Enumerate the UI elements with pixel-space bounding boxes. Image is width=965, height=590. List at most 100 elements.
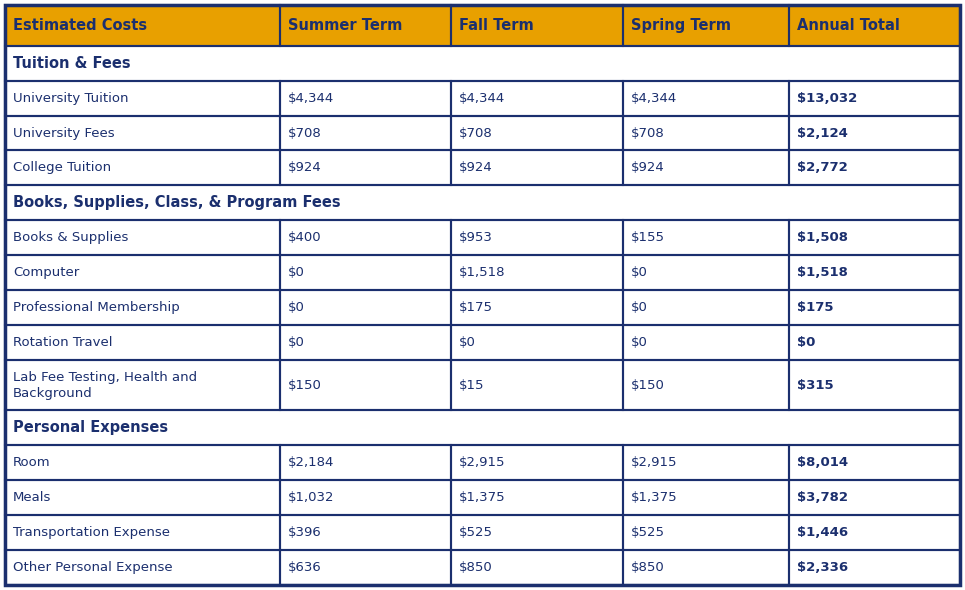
Bar bbox=[788, 515, 960, 550]
Bar bbox=[452, 325, 622, 360]
Bar bbox=[5, 220, 280, 255]
Bar bbox=[5, 480, 280, 515]
Text: $2,772: $2,772 bbox=[797, 162, 847, 175]
Bar bbox=[788, 480, 960, 515]
Text: $1,446: $1,446 bbox=[797, 526, 848, 539]
Bar bbox=[5, 185, 960, 220]
Bar bbox=[5, 255, 280, 290]
Text: Summer Term: Summer Term bbox=[289, 18, 402, 33]
Text: $400: $400 bbox=[289, 231, 321, 244]
Bar bbox=[280, 150, 452, 185]
Bar bbox=[5, 5, 280, 46]
Bar bbox=[452, 116, 622, 150]
Bar bbox=[788, 445, 960, 480]
Bar bbox=[5, 116, 280, 150]
Bar bbox=[622, 81, 788, 116]
Bar bbox=[5, 360, 280, 411]
Bar bbox=[788, 220, 960, 255]
Bar bbox=[5, 46, 960, 81]
Text: Spring Term: Spring Term bbox=[631, 18, 731, 33]
Bar bbox=[280, 445, 452, 480]
Bar bbox=[788, 360, 960, 411]
Text: $525: $525 bbox=[631, 526, 665, 539]
Bar bbox=[622, 325, 788, 360]
Bar bbox=[622, 255, 788, 290]
Bar bbox=[5, 46, 960, 81]
Bar bbox=[280, 220, 452, 255]
Bar bbox=[788, 445, 960, 480]
Text: $0: $0 bbox=[289, 301, 305, 314]
Text: $396: $396 bbox=[289, 526, 322, 539]
Text: $636: $636 bbox=[289, 561, 322, 574]
Text: $315: $315 bbox=[797, 379, 834, 392]
Bar bbox=[452, 290, 622, 325]
Bar bbox=[788, 290, 960, 325]
Text: $1,375: $1,375 bbox=[631, 491, 677, 504]
Bar bbox=[622, 81, 788, 116]
Text: $0: $0 bbox=[797, 336, 815, 349]
Bar bbox=[280, 81, 452, 116]
Bar bbox=[452, 480, 622, 515]
Bar bbox=[788, 515, 960, 550]
Bar bbox=[452, 220, 622, 255]
Bar bbox=[280, 255, 452, 290]
Bar bbox=[452, 5, 622, 46]
Bar bbox=[622, 220, 788, 255]
Text: $1,518: $1,518 bbox=[797, 266, 847, 279]
Bar bbox=[622, 360, 788, 411]
Bar bbox=[5, 480, 280, 515]
Text: Professional Membership: Professional Membership bbox=[13, 301, 179, 314]
Bar bbox=[788, 480, 960, 515]
Text: $2,336: $2,336 bbox=[797, 561, 848, 574]
Bar bbox=[280, 116, 452, 150]
Bar bbox=[788, 325, 960, 360]
Text: $0: $0 bbox=[289, 266, 305, 279]
Bar bbox=[280, 480, 452, 515]
Text: University Tuition: University Tuition bbox=[13, 91, 128, 104]
Bar bbox=[622, 480, 788, 515]
Bar bbox=[452, 255, 622, 290]
Bar bbox=[280, 5, 452, 46]
Text: $3,782: $3,782 bbox=[797, 491, 847, 504]
Bar bbox=[280, 325, 452, 360]
Bar bbox=[622, 5, 788, 46]
Bar bbox=[622, 116, 788, 150]
Bar bbox=[452, 480, 622, 515]
Text: $708: $708 bbox=[631, 126, 664, 139]
Text: $0: $0 bbox=[631, 336, 648, 349]
Text: Meals: Meals bbox=[13, 491, 51, 504]
Bar bbox=[622, 550, 788, 585]
Bar bbox=[280, 150, 452, 185]
Bar bbox=[5, 81, 280, 116]
Bar bbox=[452, 220, 622, 255]
Bar bbox=[5, 290, 280, 325]
Bar bbox=[788, 360, 960, 411]
Text: Personal Expenses: Personal Expenses bbox=[13, 421, 168, 435]
Text: Computer: Computer bbox=[13, 266, 79, 279]
Bar bbox=[452, 550, 622, 585]
Bar bbox=[5, 290, 280, 325]
Bar bbox=[452, 515, 622, 550]
Bar bbox=[452, 325, 622, 360]
Bar bbox=[622, 290, 788, 325]
Bar bbox=[280, 255, 452, 290]
Bar bbox=[452, 5, 622, 46]
Bar bbox=[280, 360, 452, 411]
Bar bbox=[5, 515, 280, 550]
Text: $175: $175 bbox=[797, 301, 833, 314]
Text: $924: $924 bbox=[631, 162, 664, 175]
Bar bbox=[788, 255, 960, 290]
Bar bbox=[622, 480, 788, 515]
Text: $708: $708 bbox=[289, 126, 322, 139]
Bar bbox=[788, 5, 960, 46]
Text: $2,915: $2,915 bbox=[631, 456, 677, 469]
Bar bbox=[5, 5, 280, 46]
Bar bbox=[5, 550, 280, 585]
Bar bbox=[788, 116, 960, 150]
Bar bbox=[788, 550, 960, 585]
Bar bbox=[788, 220, 960, 255]
Bar bbox=[280, 325, 452, 360]
Bar bbox=[5, 411, 960, 445]
Text: $0: $0 bbox=[631, 301, 648, 314]
Text: $4,344: $4,344 bbox=[289, 91, 334, 104]
